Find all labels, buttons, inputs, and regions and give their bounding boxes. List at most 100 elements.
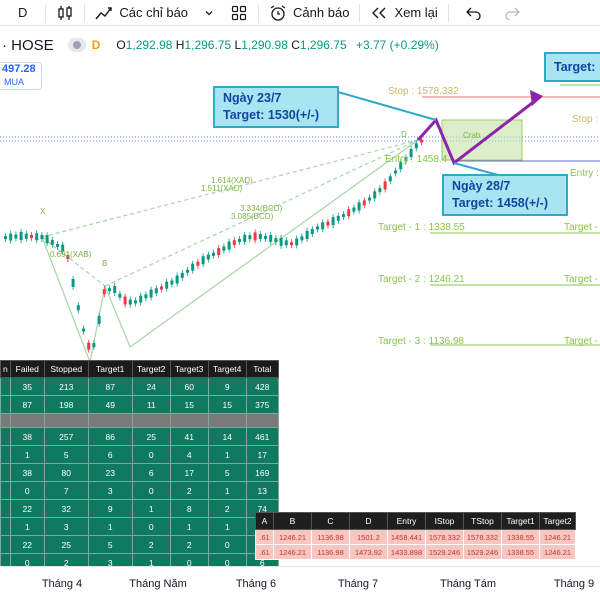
stats-cell: 1	[87, 517, 133, 536]
stats-row: 2225522056	[0, 535, 279, 554]
target1-level-label: Target - 1 : 1338.55	[378, 222, 465, 233]
stats-cell: 6	[131, 463, 171, 482]
stats-cell: 15	[169, 395, 209, 414]
target2-level-label: Target - 2 : 1246.21	[378, 274, 465, 285]
stats-cell: 1	[131, 499, 171, 518]
pattern-label-x: X	[40, 207, 46, 216]
stats-cell: 4	[169, 445, 209, 464]
target1-level-label-right: Target -	[564, 222, 598, 233]
stats-row: 35 213 87 24 60 9 428	[0, 377, 279, 396]
candle-body	[284, 240, 288, 246]
callout2-target: Target: 1458(+/-)	[452, 196, 548, 210]
stats-cell	[87, 413, 133, 428]
stats-cell: 7	[43, 481, 89, 500]
stats-cell: 257	[43, 427, 89, 446]
buy-price-box[interactable]: 497.28 MUA	[0, 62, 42, 90]
stats-row: 22 32 9 1 8 2 74	[0, 499, 279, 518]
stats-cell: 11	[131, 395, 171, 414]
stats-cell	[0, 377, 11, 396]
callout-target-1530: Ngày 23/7 Target: 1530(+/-)	[213, 86, 339, 128]
candle-body	[326, 221, 330, 226]
price-chart[interactable]: X B D Crab 0.691(XAB) 1.614(XAD) 1.511(X…	[0, 0, 600, 566]
indicators-label: Các chỉ báo	[119, 5, 189, 20]
candle-body	[76, 305, 80, 311]
candle-body	[50, 239, 54, 245]
time-axis-label: Tháng 7	[337, 578, 379, 590]
time-axis[interactable]: Tháng 4 Tháng Năm Tháng 6 Tháng 7 Tháng Tám T…	[0, 566, 600, 600]
levels-cell: 1338.55	[501, 529, 540, 545]
low-value: 1,290.98	[241, 38, 288, 52]
candle-body	[40, 234, 44, 239]
levels-cell: 1246.21	[273, 529, 312, 545]
stats-cell: 2	[131, 535, 171, 554]
indicator-chart-icon	[95, 4, 113, 22]
alerts-label: Cảnh báo	[293, 5, 350, 20]
redo-button[interactable]	[497, 0, 527, 26]
candle-body	[414, 143, 418, 149]
candle-body	[160, 286, 163, 290]
stats-cell: 38	[9, 463, 45, 482]
candle-body	[87, 342, 91, 350]
stop-level-label: Stop : 1578.332	[388, 86, 459, 97]
stats-cell: 5	[43, 445, 89, 464]
stats-header-cell: n	[0, 360, 11, 378]
candle-body	[347, 209, 351, 217]
stats-header-cell: Total	[245, 360, 279, 378]
low-label: L	[234, 38, 242, 52]
levels-cell: 1578.332	[463, 529, 502, 545]
candle-body	[102, 289, 106, 295]
levels-header-cell: Entry	[387, 512, 426, 530]
levels-cell: 1578.332	[425, 529, 464, 545]
indicators-button[interactable]: Các chỉ báo	[89, 0, 224, 26]
candle-body	[227, 241, 231, 250]
candle-body	[362, 200, 366, 206]
levels-header-cell: D	[349, 512, 388, 530]
stats-header-cell: Target3	[169, 360, 209, 378]
replay-button[interactable]: Xem lại	[364, 0, 443, 26]
levels-cell: 1246.21	[539, 544, 576, 560]
candle-body	[180, 272, 184, 278]
projection-arrowhead	[530, 90, 543, 106]
candle-body	[191, 263, 195, 271]
candle-body	[300, 236, 304, 241]
time-axis-label: Tháng 4	[41, 578, 83, 590]
levels-cell: 1246.21	[539, 529, 576, 545]
stats-row: 87 198 49 11 15 15 375	[0, 395, 279, 414]
candle-body	[71, 279, 75, 287]
symbol-legend: · HOSE D O1,292.98 H1,296.75 L1,290.98 C…	[0, 34, 439, 56]
stats-row: 38 80 23 6 17 5 169	[0, 463, 279, 482]
pattern-dash-bd	[104, 139, 419, 287]
layout-button[interactable]	[224, 0, 254, 26]
stats-cell: 87	[9, 395, 45, 414]
candle-body	[4, 236, 7, 240]
candle-body	[238, 239, 241, 242]
stats-cell	[9, 413, 45, 428]
time-axis-label: Tháng 9	[553, 578, 595, 590]
stats-row: 1 5 6 0 4 1 17	[0, 445, 279, 464]
undo-button[interactable]	[459, 0, 489, 26]
candle-body	[243, 234, 247, 242]
toolbar-divider	[447, 3, 449, 22]
chart-type-button[interactable]	[50, 0, 80, 26]
candle-body	[222, 246, 226, 251]
levels-cell: .61	[255, 529, 274, 545]
stats-header-cell: Target2	[131, 360, 171, 378]
pattern-dash-xb	[41, 236, 106, 287]
high-label: H	[175, 38, 185, 52]
chevron-down-icon[interactable]	[200, 4, 218, 22]
candle-body	[144, 294, 148, 299]
candles	[4, 136, 423, 353]
symbol-name[interactable]: · HOSE	[2, 36, 54, 54]
entry-level-label: Entry : 1458.4	[385, 154, 448, 165]
levels-cell: 1338.55	[501, 544, 540, 560]
rewind-icon	[370, 4, 388, 22]
candle-body	[394, 170, 397, 174]
stats-cell: 375	[245, 395, 279, 414]
open-value: 1,292.98	[125, 38, 173, 52]
stats-cell: 1	[9, 445, 45, 464]
alerts-button[interactable]: Cảnh báo	[263, 0, 355, 26]
interval-button[interactable]: D	[0, 0, 33, 26]
target3-level-label: Target - 3 : 1136.98	[378, 336, 464, 347]
redo-icon	[503, 4, 521, 22]
stats-cell: 22	[9, 499, 45, 518]
